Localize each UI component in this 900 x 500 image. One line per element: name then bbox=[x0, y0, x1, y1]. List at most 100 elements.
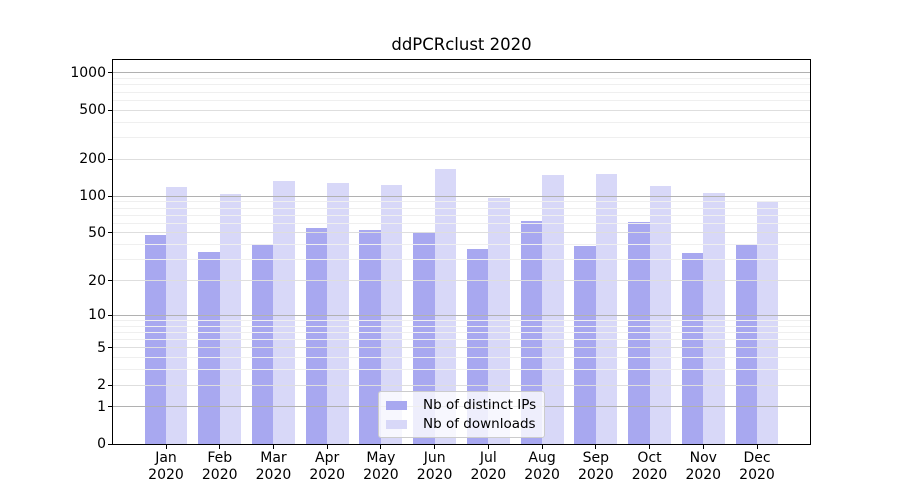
x-tick-mark bbox=[756, 445, 758, 449]
bar-downloads bbox=[380, 185, 403, 444]
major-gridline bbox=[113, 384, 810, 386]
x-tick-label: Nov 2020 bbox=[675, 450, 731, 484]
x-tick-mark bbox=[541, 445, 543, 449]
y-tick-label: 0 bbox=[97, 436, 106, 452]
y-tick-label: 200 bbox=[79, 151, 106, 168]
minor-gridline bbox=[113, 222, 810, 224]
bar-distinct-ips bbox=[681, 253, 704, 444]
x-tick-month: Jun bbox=[423, 450, 446, 466]
x-tick-label: Feb 2020 bbox=[192, 450, 248, 484]
x-tick-label: Mar 2020 bbox=[245, 450, 301, 484]
x-tick-mark bbox=[702, 445, 704, 449]
x-tick-year: 2020 bbox=[739, 467, 775, 483]
x-tick-year: 2020 bbox=[470, 467, 507, 483]
bar-distinct-ips bbox=[735, 244, 757, 444]
bar-downloads bbox=[542, 174, 564, 444]
minor-gridline bbox=[113, 331, 810, 333]
bar-distinct-ips bbox=[574, 245, 596, 444]
y-tick-label: 10 bbox=[88, 307, 106, 324]
x-tick-year: 2020 bbox=[416, 467, 453, 483]
x-tick-month: May bbox=[366, 450, 396, 466]
x-tick-month: Jan bbox=[155, 450, 177, 466]
x-tick-mark bbox=[380, 445, 382, 449]
minor-gridline bbox=[113, 99, 810, 101]
x-tick-label: Jun 2020 bbox=[407, 450, 463, 484]
x-tick-mark bbox=[165, 445, 167, 449]
x-tick-month: Apr bbox=[315, 450, 340, 466]
minor-gridline bbox=[113, 121, 810, 123]
x-tick-month: Nov bbox=[689, 450, 717, 466]
x-tick-label: Sep 2020 bbox=[568, 450, 624, 484]
y-tick-mark bbox=[108, 158, 112, 160]
plot-area bbox=[112, 59, 811, 445]
y-tick-label: 5 bbox=[97, 339, 106, 356]
bar-downloads bbox=[595, 173, 618, 444]
y-tick-label: 20 bbox=[88, 272, 106, 289]
bar-distinct-ips bbox=[413, 231, 435, 444]
y-tick-label: 2 bbox=[97, 377, 106, 393]
minor-gridline bbox=[113, 137, 810, 139]
x-tick-month: Feb bbox=[207, 450, 233, 466]
x-tick-year: 2020 bbox=[309, 467, 345, 483]
x-tick-month: Mar bbox=[260, 450, 287, 466]
minor-gridline bbox=[113, 357, 810, 359]
y-tick-label: 1000 bbox=[70, 64, 106, 81]
x-tick-label: May 2020 bbox=[353, 450, 409, 484]
x-tick-year: 2020 bbox=[685, 467, 722, 483]
bar-distinct-ips bbox=[628, 222, 650, 444]
x-tick-label: Dec 2020 bbox=[729, 450, 785, 484]
x-tick-mark bbox=[487, 445, 489, 449]
major-gridline bbox=[113, 72, 810, 74]
bar-downloads bbox=[757, 201, 779, 444]
minor-gridline bbox=[113, 91, 810, 93]
minor-gridline bbox=[113, 369, 810, 371]
y-tick-mark bbox=[108, 406, 112, 408]
legend-label-downloads: Nb of downloads bbox=[423, 416, 536, 432]
minor-gridline bbox=[113, 84, 810, 86]
major-gridline bbox=[113, 109, 810, 111]
x-tick-month: Dec bbox=[743, 450, 771, 466]
major-gridline bbox=[113, 347, 810, 349]
y-tick-label: 100 bbox=[79, 188, 106, 205]
bar-distinct-ips bbox=[251, 244, 274, 444]
x-tick-month: Aug bbox=[528, 450, 556, 466]
bar-downloads bbox=[703, 193, 725, 444]
x-tick-month: Jul bbox=[479, 450, 497, 466]
y-tick-mark bbox=[108, 443, 112, 445]
legend-item-downloads: Nb of downloads bbox=[386, 416, 544, 433]
bar-downloads bbox=[273, 180, 295, 444]
y-tick-label: 50 bbox=[88, 224, 106, 241]
x-tick-year: 2020 bbox=[148, 467, 184, 483]
y-tick-mark bbox=[108, 280, 112, 281]
x-tick-year: 2020 bbox=[577, 467, 614, 483]
bar-downloads bbox=[327, 183, 349, 444]
legend-item-distinct-ips: Nb of distinct IPs bbox=[386, 397, 544, 414]
minor-gridline bbox=[113, 207, 810, 209]
bar-distinct-ips bbox=[305, 227, 328, 444]
x-tick-label: Apr 2020 bbox=[299, 450, 355, 484]
bar-downloads bbox=[434, 168, 457, 444]
x-tick-label: Jan 2020 bbox=[138, 450, 194, 484]
x-tick-year: 2020 bbox=[201, 467, 238, 483]
x-tick-mark bbox=[219, 445, 221, 449]
legend-swatch-distinct-ips bbox=[386, 400, 407, 410]
y-tick-mark bbox=[108, 384, 112, 386]
minor-gridline bbox=[113, 319, 810, 321]
major-gridline bbox=[113, 195, 810, 197]
legend-swatch-downloads bbox=[386, 419, 407, 429]
x-tick-label: Jul 2020 bbox=[460, 450, 516, 484]
minor-gridline bbox=[113, 325, 810, 327]
x-tick-mark bbox=[595, 445, 597, 449]
x-tick-label: Aug 2020 bbox=[514, 450, 570, 484]
x-tick-mark bbox=[272, 445, 274, 449]
legend: Nb of distinct IPs Nb of downloads bbox=[378, 391, 545, 438]
x-tick-mark bbox=[434, 445, 436, 449]
minor-gridline bbox=[113, 339, 810, 340]
x-tick-month: Sep bbox=[582, 450, 609, 466]
bar-downloads bbox=[219, 194, 242, 444]
minor-gridline bbox=[113, 201, 810, 203]
y-tick-mark bbox=[108, 72, 112, 74]
minor-gridline bbox=[113, 259, 810, 261]
x-tick-mark bbox=[326, 445, 328, 449]
y-tick-mark bbox=[108, 109, 112, 111]
